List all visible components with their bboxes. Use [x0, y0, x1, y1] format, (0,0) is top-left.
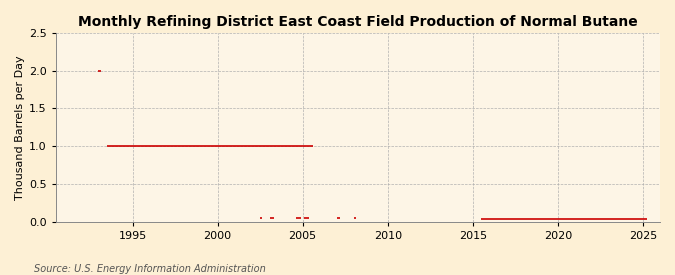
- Y-axis label: Thousand Barrels per Day: Thousand Barrels per Day: [15, 55, 25, 200]
- Text: Source: U.S. Energy Information Administration: Source: U.S. Energy Information Administ…: [34, 264, 265, 274]
- Title: Monthly Refining District East Coast Field Production of Normal Butane: Monthly Refining District East Coast Fie…: [78, 15, 638, 29]
